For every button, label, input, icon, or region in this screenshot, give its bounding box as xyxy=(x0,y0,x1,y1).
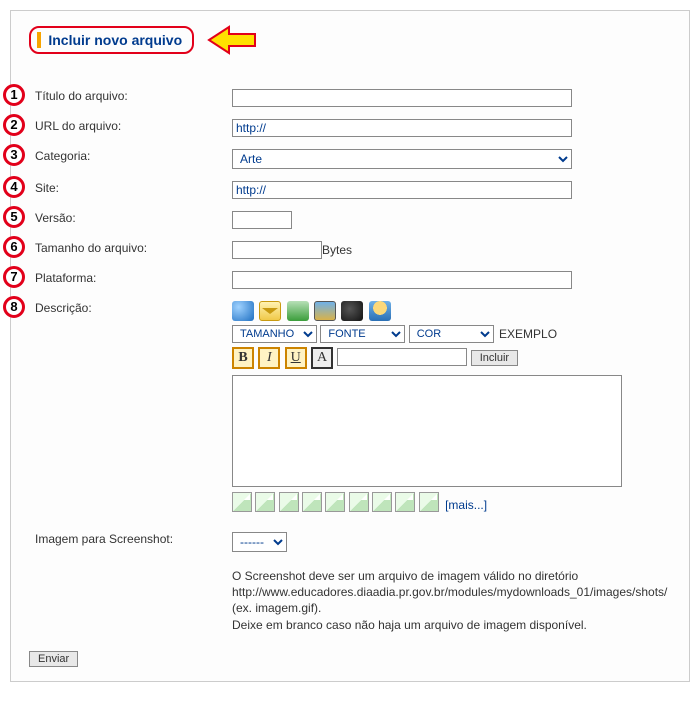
label-tamanho: Tamanho do arquivo: xyxy=(35,241,147,255)
thumb-icon[interactable] xyxy=(395,492,415,512)
step-badge-2: 2 xyxy=(3,114,25,136)
label-categoria: Categoria: xyxy=(35,149,90,163)
panel-title: Incluir novo arquivo xyxy=(48,32,182,48)
example-label: EXEMPLO xyxy=(499,327,557,341)
format-buttons-row: B I U A Incluir xyxy=(232,347,674,369)
include-button[interactable]: Incluir xyxy=(471,350,518,366)
plataforma-input[interactable] xyxy=(232,271,572,289)
label-versao: Versão: xyxy=(35,211,76,225)
color-select[interactable]: COR xyxy=(409,325,494,343)
titulo-input[interactable] xyxy=(232,89,572,107)
tamanho-suffix: Bytes xyxy=(322,243,352,257)
versao-input[interactable] xyxy=(232,211,292,229)
screenshot-select[interactable]: ------ xyxy=(232,532,287,552)
label-site: Site: xyxy=(35,181,59,195)
thumbnail-row: [mais...] xyxy=(232,492,674,512)
inline-text-input[interactable] xyxy=(337,348,467,366)
screenshot-help-text: O Screenshot deve ser um arquivo de imag… xyxy=(232,568,674,633)
label-url: URL do arquivo: xyxy=(35,119,121,133)
label-descricao: Descrição: xyxy=(35,301,92,315)
font-select[interactable]: FONTE xyxy=(320,325,405,343)
thumb-icon[interactable] xyxy=(302,492,322,512)
submit-button[interactable]: Enviar xyxy=(29,651,78,667)
form-table: 1 Título do arquivo: 2 URL do arquivo: 3… xyxy=(29,83,677,639)
thumb-icon[interactable] xyxy=(325,492,345,512)
bold-button[interactable]: B xyxy=(232,347,254,369)
user-icon[interactable] xyxy=(369,301,391,321)
panel-title-box: Incluir novo arquivo xyxy=(29,26,194,54)
form-panel: Incluir novo arquivo 1 Título do arquivo… xyxy=(10,10,690,682)
label-plataforma: Plataforma: xyxy=(35,271,96,285)
attention-arrow-icon xyxy=(207,25,257,55)
step-badge-3: 3 xyxy=(3,144,25,166)
font-a-button[interactable]: A xyxy=(311,347,333,369)
label-screenshot: Imagem para Screenshot: xyxy=(35,532,173,546)
italic-button[interactable]: I xyxy=(258,347,280,369)
thumb-icon[interactable] xyxy=(232,492,252,512)
tamanho-input[interactable] xyxy=(232,241,322,259)
swap-icon[interactable] xyxy=(287,301,309,321)
title-accent-bar xyxy=(37,32,41,48)
size-select[interactable]: TAMANHO xyxy=(232,325,317,343)
step-badge-7: 7 xyxy=(3,266,25,288)
image-icon[interactable] xyxy=(314,301,336,321)
categoria-select[interactable]: Arte xyxy=(232,149,572,169)
descricao-textarea[interactable] xyxy=(232,375,622,487)
mail-icon[interactable] xyxy=(259,301,281,321)
globe-icon[interactable] xyxy=(232,301,254,321)
label-titulo: Título do arquivo: xyxy=(35,89,128,103)
url-input[interactable] xyxy=(232,119,572,137)
submit-row: Enviar xyxy=(29,651,677,667)
thumb-icon[interactable] xyxy=(279,492,299,512)
editor-selects-row: TAMANHO FONTE COR EXEMPLO xyxy=(232,325,674,343)
step-badge-4: 4 xyxy=(3,176,25,198)
thumb-icon[interactable] xyxy=(255,492,275,512)
editor-toolbar-icons xyxy=(232,301,674,321)
site-input[interactable] xyxy=(232,181,572,199)
thumb-icon[interactable] xyxy=(419,492,439,512)
underline-button[interactable]: U xyxy=(285,347,307,369)
step-badge-8: 8 xyxy=(3,296,25,318)
mascot-icon[interactable] xyxy=(341,301,363,321)
more-link[interactable]: [mais...] xyxy=(445,498,487,512)
thumb-icon[interactable] xyxy=(349,492,369,512)
step-badge-5: 5 xyxy=(3,206,25,228)
step-badge-6: 6 xyxy=(3,236,25,258)
step-badge-1: 1 xyxy=(3,84,25,106)
thumb-icon[interactable] xyxy=(372,492,392,512)
